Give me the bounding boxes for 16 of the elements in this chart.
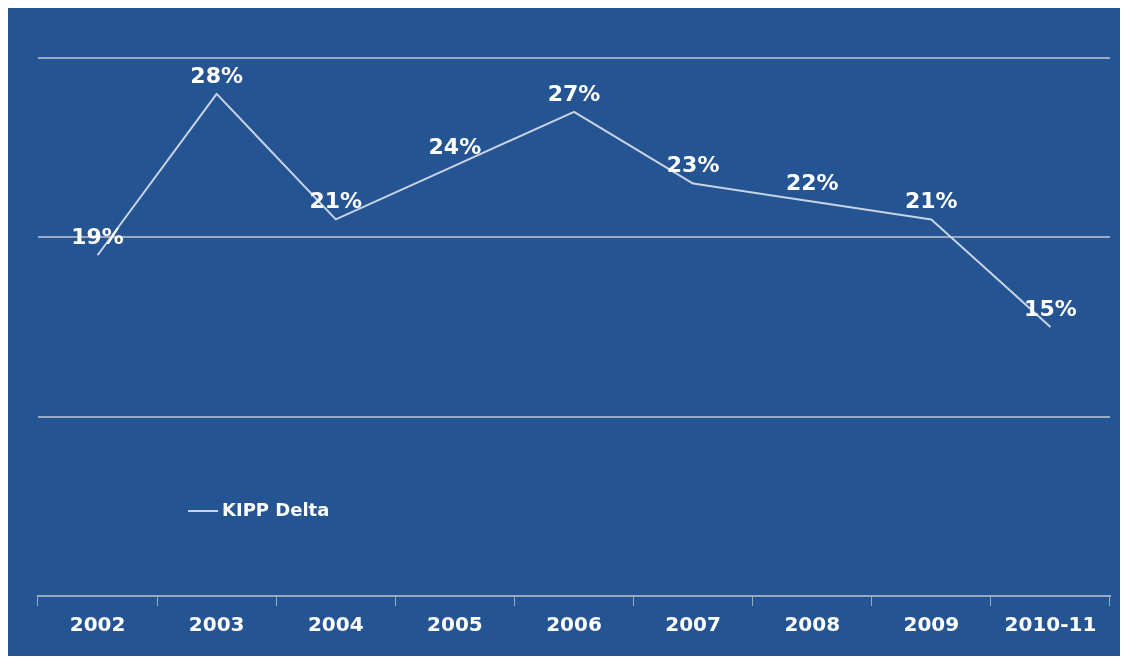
data-label: 27% (547, 80, 601, 106)
x-tick-label: 2004 (307, 612, 364, 637)
data-label: 21% (905, 188, 958, 214)
x-tick-label: 2008 (784, 612, 841, 637)
data-label: 22% (785, 170, 839, 196)
legend-label: KIPP Delta (222, 498, 330, 520)
x-tick-label: 2002 (69, 612, 126, 637)
x-tick-label: 2010-11 (1004, 612, 1097, 637)
x-tick-label: 2005 (427, 612, 483, 637)
x-tick-label: 2009 (903, 612, 960, 637)
data-label: 23% (666, 152, 720, 178)
data-label: 28% (190, 62, 243, 88)
data-label: 24% (428, 134, 482, 160)
x-tick-label: 2007 (665, 612, 721, 637)
x-tick-label: 2003 (188, 612, 245, 637)
x-tick-label: 2006 (546, 612, 602, 637)
